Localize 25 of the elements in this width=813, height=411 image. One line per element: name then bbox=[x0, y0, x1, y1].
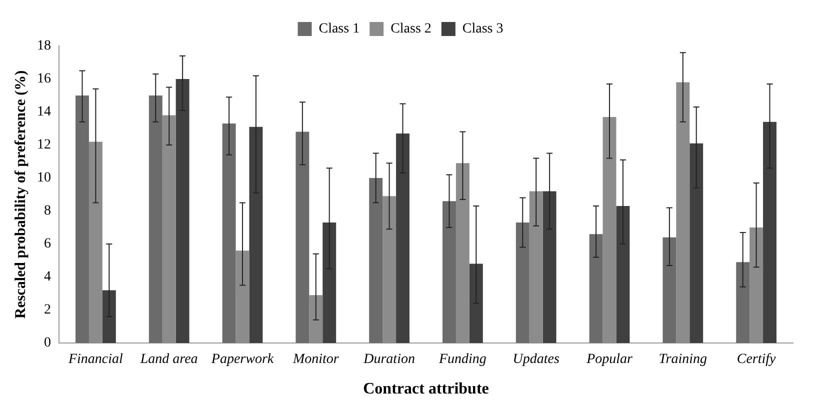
x-tick-label: Popular bbox=[586, 352, 633, 368]
x-tick-label: Paperwork bbox=[210, 352, 274, 368]
x-tick-label: Certify bbox=[736, 352, 777, 368]
y-tick-label: 8 bbox=[44, 204, 51, 219]
y-tick-label: 18 bbox=[37, 38, 51, 54]
x-tick-label: Monitor bbox=[292, 352, 340, 368]
y-tick-label: 4 bbox=[44, 270, 51, 285]
legend-label: Class 2 bbox=[390, 22, 432, 37]
y-tick-label: 0 bbox=[44, 336, 51, 351]
y-tick-label: 12 bbox=[37, 138, 51, 153]
y-tick-label: 10 bbox=[37, 170, 51, 186]
x-tick-label: Funding bbox=[438, 352, 486, 368]
y-tick-label: 2 bbox=[44, 302, 51, 318]
y-axis-title: Rescaled probability of preference (%) bbox=[12, 70, 29, 319]
x-tick-label: Training bbox=[658, 352, 708, 368]
y-tick-label: 14 bbox=[37, 104, 51, 120]
x-tick-label: Duration bbox=[362, 352, 415, 368]
x-tick-label: Updates bbox=[512, 352, 560, 368]
legend-label: Class 3 bbox=[462, 22, 504, 37]
x-axis-title: Contract attribute bbox=[363, 380, 489, 398]
y-tick-label: 6 bbox=[44, 236, 51, 252]
x-tick-label: Financial bbox=[67, 352, 124, 368]
y-tick-label: 16 bbox=[37, 72, 51, 87]
x-tick-label: Land area bbox=[139, 352, 198, 368]
legend-label: Class 1 bbox=[318, 22, 360, 37]
